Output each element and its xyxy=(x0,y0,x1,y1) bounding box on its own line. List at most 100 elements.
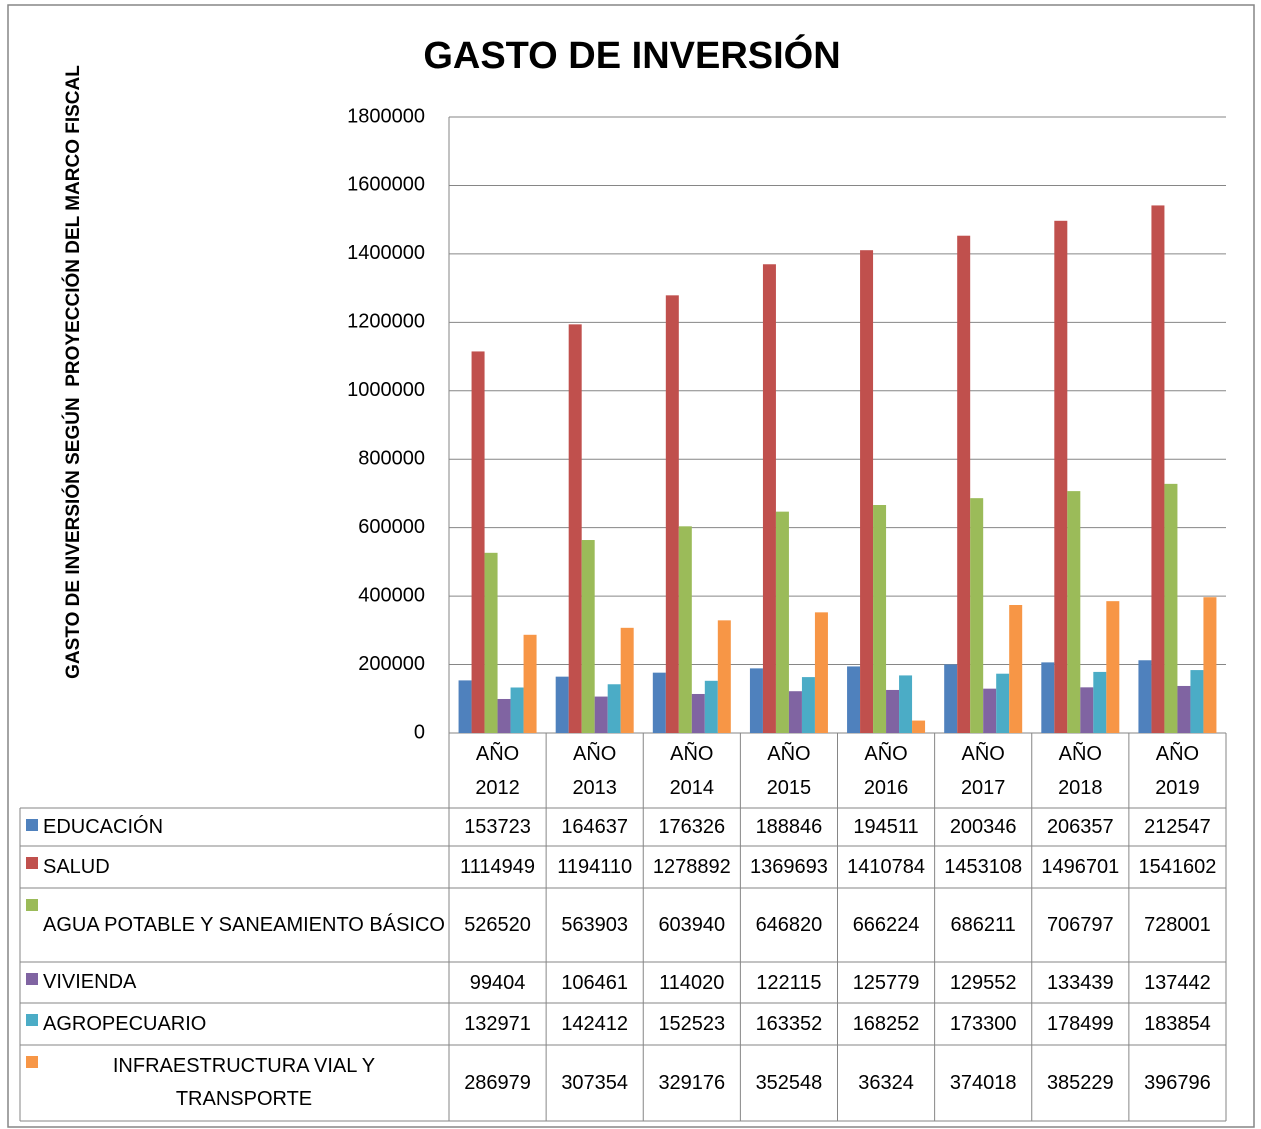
x-tick-label: AÑO 2012 xyxy=(475,743,520,799)
legend-entry: EDUCACIÓN xyxy=(20,808,445,846)
y-tick-label: 1800000 xyxy=(347,105,425,127)
x-tick-label: AÑO 2017 xyxy=(960,743,1006,799)
table-value: 152523 xyxy=(658,1013,726,1035)
legend-label: INFRAESTRUCTURA VIAL Y TRANSPORTE xyxy=(112,1055,376,1110)
table-value: 1496701 xyxy=(1041,856,1120,878)
table-value: 1453108 xyxy=(944,856,1023,878)
table-value: 163352 xyxy=(755,1013,823,1035)
table-value: 1278892 xyxy=(652,856,731,878)
legend-key xyxy=(26,1014,38,1026)
table-value: 142412 xyxy=(561,1013,629,1035)
bar xyxy=(704,680,718,733)
bar xyxy=(555,676,569,733)
bar xyxy=(1041,662,1055,733)
table-value: 194511 xyxy=(853,816,919,838)
bar xyxy=(1009,605,1023,733)
bar xyxy=(1177,685,1191,733)
table-value: 188846 xyxy=(755,816,823,838)
table-value: 137442 xyxy=(1144,971,1211,994)
x-tick-label: AÑO 2014 xyxy=(669,743,715,799)
x-tick-label: AÑO 2019 xyxy=(1155,743,1200,799)
bar xyxy=(1106,601,1120,733)
bar xyxy=(523,634,537,733)
table-value: 176326 xyxy=(658,816,726,838)
legend-key xyxy=(26,899,38,911)
legend-entry: INFRAESTRUCTURA VIAL Y TRANSPORTE xyxy=(20,1045,445,1121)
bar xyxy=(860,250,874,733)
bar xyxy=(568,324,582,733)
y-axis-label: GASTO DE INVERSIÓN SEGÚN PROYECCIÓN DEL … xyxy=(62,65,84,679)
table-value: 329176 xyxy=(658,1072,726,1094)
y-tick-label: 1600000 xyxy=(347,174,425,196)
legend-key xyxy=(26,819,38,831)
bar xyxy=(1164,483,1178,733)
table-value: 183854 xyxy=(1144,1013,1211,1035)
legend-key xyxy=(26,973,38,985)
legend-label: AGUA POTABLE Y SANEAMIENTO BÁSICO xyxy=(43,913,445,936)
table-value: 133439 xyxy=(1046,971,1114,994)
table-value: 686211 xyxy=(950,914,1016,936)
table-value: 164637 xyxy=(561,816,629,838)
bar xyxy=(471,351,485,733)
table-value: 36324 xyxy=(858,1072,914,1094)
legend-entry: SALUD xyxy=(20,846,445,888)
bar xyxy=(607,684,621,733)
legend-label: EDUCACIÓN xyxy=(43,815,164,838)
legend-label: SALUD xyxy=(43,855,110,878)
table-value: 153723 xyxy=(464,816,531,838)
table-value: 212547 xyxy=(1144,816,1211,838)
table-value: 352548 xyxy=(755,1072,823,1094)
table-value: 1194110 xyxy=(557,856,633,878)
table-value: 646820 xyxy=(755,914,823,936)
bar xyxy=(762,264,776,733)
table-value: 114020 xyxy=(659,971,725,994)
table-value: 666224 xyxy=(852,914,920,936)
bar xyxy=(581,540,595,733)
bar xyxy=(899,675,913,733)
table-value: 307354 xyxy=(561,1072,629,1094)
x-tick-label: AÑO 2015 xyxy=(766,743,812,799)
bar xyxy=(847,666,861,733)
y-tick-label: 1000000 xyxy=(347,379,425,401)
bar xyxy=(983,688,997,733)
bar xyxy=(1067,491,1081,733)
bar xyxy=(458,680,472,733)
y-tick-label: 400000 xyxy=(358,584,425,606)
y-tick-label: 600000 xyxy=(358,516,425,538)
bar xyxy=(801,677,815,733)
bar xyxy=(1151,205,1165,733)
chart-title: GASTO DE INVERSIÓN xyxy=(423,33,840,77)
table-value: 178499 xyxy=(1046,1013,1114,1035)
table-value: 526520 xyxy=(464,914,531,936)
bar xyxy=(996,673,1010,733)
bar xyxy=(594,696,608,733)
y-tick-label: 1400000 xyxy=(347,242,425,264)
table-value: 206357 xyxy=(1046,816,1114,838)
table-value: 106461 xyxy=(561,971,629,994)
legend-label: AGROPECUARIO xyxy=(43,1012,207,1035)
bar xyxy=(970,498,984,733)
table-value: 706797 xyxy=(1046,914,1114,936)
bar xyxy=(1138,660,1152,733)
table-value: 1114949 xyxy=(460,856,536,878)
table-value: 129552 xyxy=(949,971,1017,994)
table-value: 396796 xyxy=(1144,1072,1211,1094)
bar xyxy=(814,612,828,733)
bar xyxy=(620,627,634,733)
bar xyxy=(717,620,731,733)
y-tick-label: 200000 xyxy=(358,653,425,675)
x-tick-label: AÑO 2016 xyxy=(863,743,909,799)
table-value: 1410784 xyxy=(847,856,925,878)
bar xyxy=(957,235,971,733)
table-value: 728001 xyxy=(1144,914,1211,936)
legend-key xyxy=(26,857,38,869)
table-value: 1369693 xyxy=(750,856,828,878)
bar xyxy=(912,720,926,733)
bar xyxy=(497,698,511,733)
table-value: 603940 xyxy=(658,914,726,936)
y-tick-label: 0 xyxy=(414,721,425,743)
y-tick-label: 1200000 xyxy=(347,311,425,333)
legend-entry: VIVIENDA xyxy=(20,962,445,1003)
legend-key xyxy=(26,1056,38,1068)
